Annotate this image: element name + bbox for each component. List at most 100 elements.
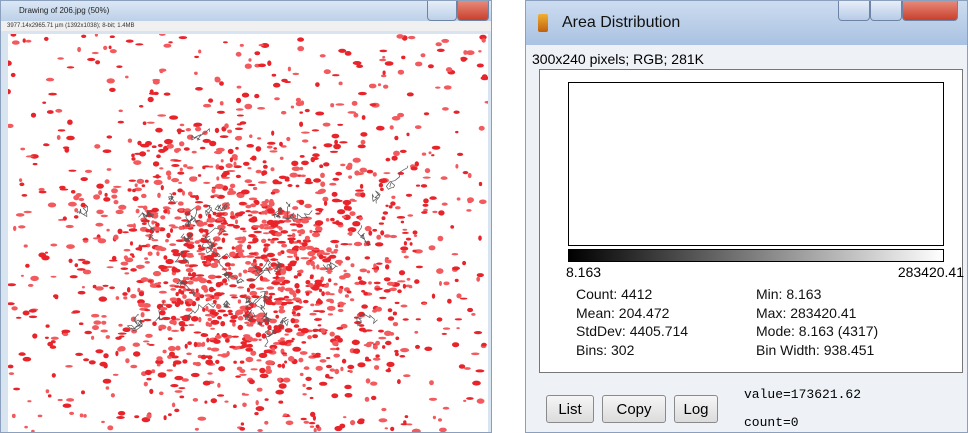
red-blob <box>196 220 204 225</box>
red-blob <box>26 40 32 43</box>
red-blob <box>466 50 475 55</box>
red-blob <box>436 42 442 46</box>
minimize-button[interactable] <box>838 1 870 21</box>
red-blob <box>167 144 174 149</box>
red-blob <box>403 374 411 377</box>
red-blob <box>310 304 314 307</box>
red-blob <box>313 146 317 149</box>
red-blob <box>78 291 86 295</box>
red-blob <box>299 229 305 234</box>
red-blob <box>302 384 305 387</box>
red-blob <box>346 165 352 170</box>
button[interactable]: Copy <box>602 395 666 423</box>
maximize-button[interactable] <box>870 1 902 21</box>
red-blob <box>237 115 244 117</box>
red-blob <box>48 394 52 397</box>
red-blob <box>33 163 38 165</box>
button[interactable]: List <box>546 395 594 423</box>
red-blob <box>375 354 379 357</box>
red-blob <box>143 121 147 125</box>
red-blob <box>236 52 242 57</box>
red-blob <box>357 362 365 367</box>
close-button[interactable] <box>457 1 489 21</box>
red-blob <box>443 282 449 286</box>
red-blob <box>360 184 363 189</box>
red-blob <box>273 147 277 149</box>
red-blob <box>331 393 338 398</box>
red-blob <box>379 183 383 188</box>
red-blob <box>256 400 259 405</box>
red-blob <box>207 372 212 375</box>
stat: Mean: 204.472 <box>576 305 669 321</box>
red-blob <box>233 404 237 408</box>
red-blob <box>243 230 247 232</box>
red-blob <box>278 401 283 404</box>
red-blob <box>163 255 167 260</box>
close-button[interactable] <box>902 1 958 21</box>
red-blob <box>289 239 294 244</box>
red-blob <box>287 256 293 258</box>
red-blob <box>382 345 385 349</box>
red-blob <box>312 232 320 237</box>
red-blob <box>23 311 30 316</box>
red-blob <box>415 345 420 349</box>
red-blob <box>432 211 437 213</box>
red-blob <box>376 126 385 131</box>
red-blob <box>267 142 276 145</box>
red-blob <box>103 363 107 369</box>
red-blob <box>302 242 308 247</box>
red-blob <box>185 301 189 304</box>
red-blob <box>210 310 215 314</box>
red-blob <box>401 305 408 308</box>
minimize-button[interactable] <box>427 1 457 21</box>
red-blob <box>288 356 294 362</box>
red-blob <box>407 278 411 281</box>
red-blob <box>267 208 275 213</box>
red-blob <box>171 330 179 332</box>
red-blob <box>358 145 366 149</box>
red-blob <box>118 333 127 335</box>
red-blob <box>342 359 346 364</box>
red-blob <box>393 312 397 316</box>
red-blob <box>228 188 233 192</box>
red-blob <box>113 235 118 241</box>
red-blob <box>257 388 263 392</box>
stat: Max: 283420.41 <box>756 305 856 321</box>
red-blob <box>313 178 321 182</box>
red-blob <box>396 34 403 39</box>
red-blob <box>38 415 43 418</box>
red-blob <box>89 360 96 364</box>
red-blob <box>256 170 262 174</box>
red-blob <box>188 280 194 284</box>
red-blob <box>223 233 229 235</box>
button[interactable]: Log <box>674 395 718 423</box>
red-blob <box>232 322 236 326</box>
red-blob <box>163 350 167 354</box>
red-blob <box>342 216 346 219</box>
red-blob <box>199 228 204 232</box>
red-blob <box>235 212 243 216</box>
outline-trace <box>274 208 281 219</box>
red-blob <box>406 423 412 425</box>
red-blob <box>170 384 178 387</box>
red-blob <box>477 273 484 277</box>
red-blob <box>238 316 244 321</box>
red-blob <box>292 347 301 352</box>
red-blob <box>107 135 113 138</box>
red-blob <box>146 413 151 419</box>
red-blob <box>301 175 306 178</box>
red-blob <box>13 388 20 391</box>
red-blob <box>72 310 80 313</box>
red-blob <box>166 233 170 238</box>
red-blob <box>349 370 352 373</box>
red-blob <box>163 206 170 208</box>
red-blob <box>236 249 245 253</box>
red-blob <box>328 313 333 315</box>
red-blob <box>144 309 150 311</box>
red-blob <box>312 129 319 131</box>
red-blob <box>393 322 398 326</box>
red-blob <box>204 401 207 404</box>
red-blob <box>285 179 290 181</box>
red-blob <box>256 287 264 290</box>
red-blob <box>304 181 313 184</box>
